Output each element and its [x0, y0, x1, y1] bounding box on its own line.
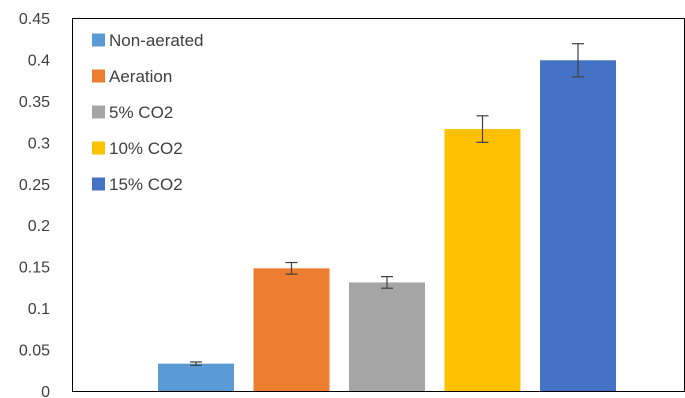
y-tick-label: 0.15: [19, 260, 50, 277]
legend-label: Non-aerated: [109, 31, 204, 50]
y-axis: 0 0.05 0.1 0.15 0.2 0.25 0.3 0.35 0.4 0.45: [19, 11, 50, 398]
y-tick-label: 0.35: [19, 94, 50, 111]
legend-swatch: [92, 33, 105, 47]
y-tick-label: 0.25: [19, 177, 50, 194]
legend-label: 5% CO2: [109, 103, 173, 122]
bar: [540, 60, 616, 391]
legend-swatch: [92, 105, 105, 119]
y-tick-label: 0.05: [19, 343, 50, 360]
bar: [253, 268, 330, 391]
legend-label: Aeration: [109, 67, 172, 86]
legend-swatch: [92, 69, 105, 83]
y-tick-label: 0.2: [28, 218, 50, 235]
y-tick-label: 0.3: [28, 135, 50, 152]
y-tick-label: 0: [41, 384, 50, 398]
bar: [158, 363, 234, 391]
legend-label: 15% CO2: [109, 175, 183, 194]
y-tick-label: 0.45: [19, 11, 50, 28]
bars: [158, 60, 616, 391]
bar: [444, 129, 521, 391]
y-tick-label: 0.4: [28, 52, 50, 69]
legend: Non-aerated Aeration 5% CO2 10% CO2 15% CO2: [92, 31, 204, 194]
error-bars: [190, 43, 584, 366]
legend-swatch: [92, 141, 105, 155]
legend-label: 10% CO2: [109, 139, 183, 158]
bar: [349, 282, 425, 391]
y-tick-label: 0.1: [28, 301, 50, 318]
legend-swatch: [92, 177, 105, 191]
